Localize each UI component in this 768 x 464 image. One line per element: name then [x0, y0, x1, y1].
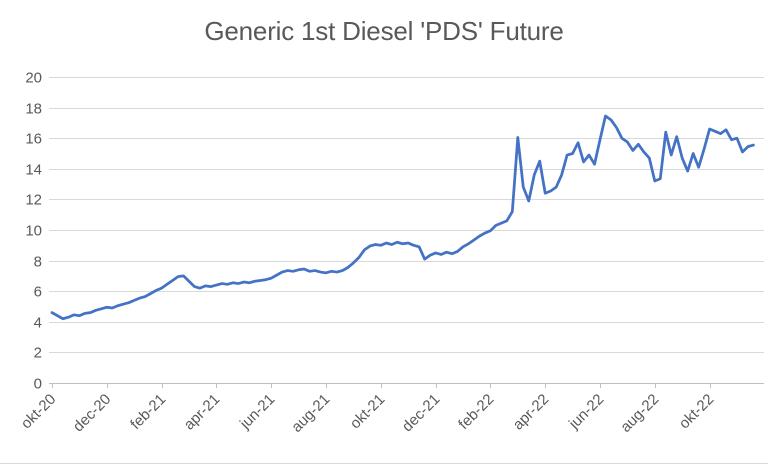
- y-axis-labels: 0 2 4 6 8 10 12 14 16 18 20: [25, 70, 42, 393]
- series-line: [50, 114, 755, 321]
- x-axis-labels: okt-20 dec-20 feb-21 apr-21 jun-21 aug-21 okt-…: [18, 391, 718, 436]
- x-tick-label: okt-22: [676, 391, 718, 433]
- y-tick-label: 6: [34, 284, 42, 301]
- x-tick-label: aug-22: [617, 391, 662, 436]
- y-tick-label: 14: [25, 162, 42, 179]
- y-tick-label: 20: [25, 70, 42, 87]
- x-tick-label: jun-21: [236, 391, 278, 433]
- y-tick-label: 18: [25, 101, 42, 118]
- y-tick-label: 8: [34, 254, 42, 271]
- x-tick-label: jun-22: [565, 391, 607, 433]
- y-tick-label: 0: [34, 376, 42, 393]
- gridlines: [49, 77, 764, 384]
- x-tick-label: aug-21: [288, 391, 333, 436]
- x-axis-ticks: [52, 383, 711, 388]
- x-tick-label: feb-21: [127, 391, 169, 433]
- chart-title: Generic 1st Diesel 'PDS' Future: [204, 16, 564, 46]
- x-tick-label: okt-20: [18, 391, 60, 433]
- x-tick-label: apr-22: [510, 391, 553, 434]
- x-tick-label: feb-22: [455, 391, 497, 433]
- x-tick-label: dec-21: [399, 391, 443, 435]
- y-tick-label: 4: [34, 315, 42, 332]
- x-tick-label: dec-20: [70, 391, 114, 435]
- y-tick-label: 16: [25, 131, 42, 148]
- x-tick-label: apr-21: [181, 391, 224, 434]
- y-tick-label: 10: [25, 223, 42, 240]
- x-tick-label: okt-21: [347, 391, 389, 433]
- y-tick-label: 2: [34, 345, 42, 362]
- y-tick-label: 12: [25, 192, 42, 209]
